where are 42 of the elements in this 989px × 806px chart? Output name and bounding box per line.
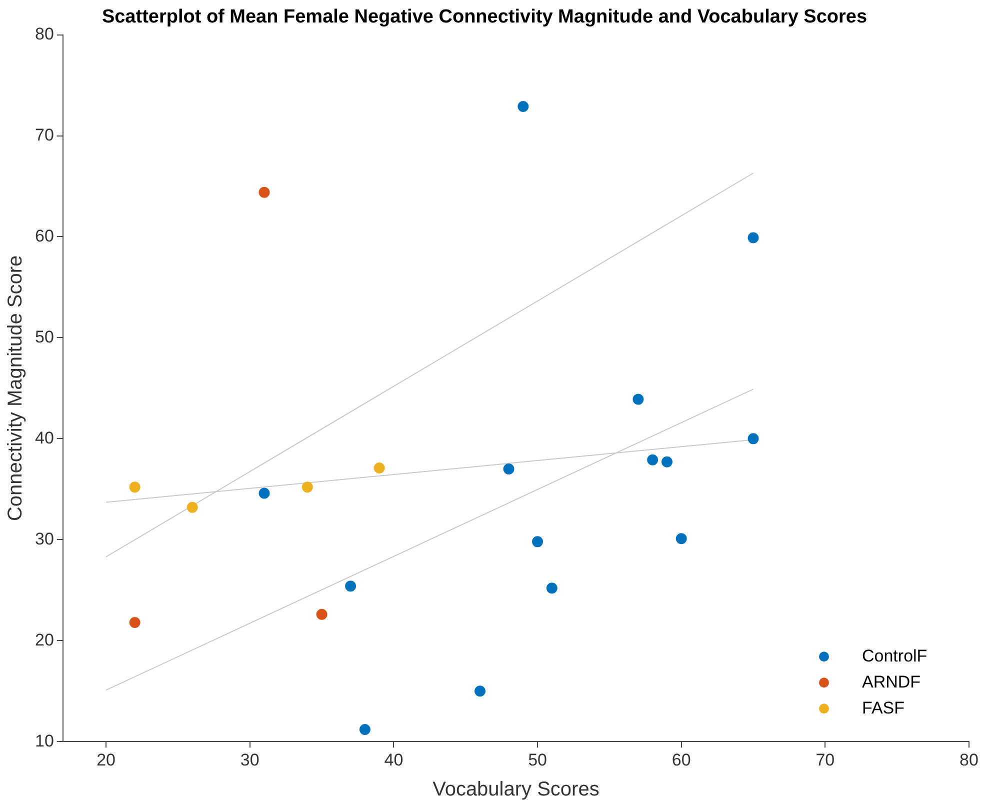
point <box>345 580 356 592</box>
y-tick-label: 20 <box>34 630 54 650</box>
y-tick-label: 80 <box>34 24 54 44</box>
y-tick-label: 50 <box>34 327 54 346</box>
legend-label: FASF <box>862 698 905 718</box>
point <box>474 686 486 697</box>
point <box>258 186 270 198</box>
y-tick-label: 70 <box>34 125 54 144</box>
point <box>258 488 270 499</box>
point <box>359 724 370 735</box>
point <box>546 582 558 594</box>
x-axis-title: Vocabulary Scores <box>432 778 600 801</box>
x-tick-label: 20 <box>96 750 116 770</box>
point <box>186 502 198 513</box>
point <box>676 533 687 544</box>
point <box>661 456 672 468</box>
y-tick-label: 10 <box>34 731 54 750</box>
legend-label: ARNDF <box>862 672 921 692</box>
x-tick-label: 80 <box>960 750 978 770</box>
x-tick-label: 30 <box>240 750 260 770</box>
point <box>374 462 385 474</box>
point <box>632 394 644 405</box>
point <box>129 616 140 628</box>
point <box>129 482 140 493</box>
point <box>748 433 759 444</box>
point <box>302 482 313 493</box>
x-tick-label: 60 <box>672 750 691 770</box>
point <box>647 454 658 466</box>
point <box>532 536 544 548</box>
y-tick-label: 30 <box>34 529 54 548</box>
y-tick-label: 60 <box>34 226 54 246</box>
point <box>748 232 759 244</box>
x-tick-label: 40 <box>384 750 404 770</box>
legend-label: ControlF <box>862 646 928 666</box>
point <box>518 100 529 112</box>
x-tick-label: 70 <box>816 750 835 770</box>
x-tick-label: 50 <box>528 750 547 770</box>
chart-title: Scatterplot of Mean Female Negative Connectivity Magnitude and Vocabulary Scores <box>102 6 868 28</box>
y-axis-title: Connectivity Magnitude Score <box>4 255 27 522</box>
point <box>503 463 514 474</box>
point <box>316 608 328 620</box>
y-tick-label: 40 <box>34 428 54 448</box>
